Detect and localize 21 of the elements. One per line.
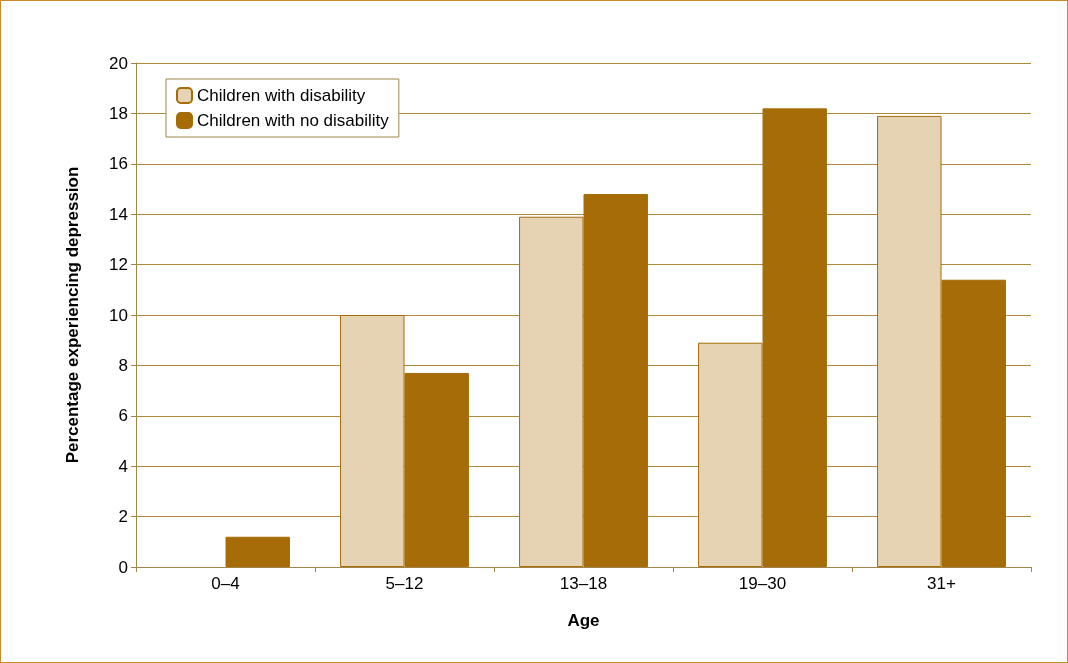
y-tick-label: 10 xyxy=(109,305,128,325)
y-tick-label: 0 xyxy=(118,557,128,577)
x-tick-label: 13–18 xyxy=(559,574,608,593)
x-tick-label: 19–30 xyxy=(738,574,787,593)
y-tick-label: 4 xyxy=(118,456,128,476)
x-axis-title: Age xyxy=(567,611,600,630)
y-tick-label: 16 xyxy=(109,154,128,174)
bar xyxy=(225,536,290,567)
x-tick-label: 31+ xyxy=(927,574,956,593)
y-tick-label: 20 xyxy=(109,53,128,73)
y-tick-label: 12 xyxy=(109,255,128,275)
y-tick-label: 18 xyxy=(109,103,128,123)
y-tick-label: 2 xyxy=(118,507,128,527)
x-tick-label: 0–4 xyxy=(211,574,240,593)
legend-label: Children with no disability xyxy=(197,111,390,130)
y-tick-label: 8 xyxy=(118,355,128,375)
x-tick-label: 5–12 xyxy=(385,574,424,593)
y-axis-title: Percentage experiencing depression xyxy=(63,166,82,464)
legend-label: Children with disability xyxy=(197,86,366,105)
y-tick-label: 6 xyxy=(118,406,128,426)
y-tick-label: 14 xyxy=(109,204,128,224)
